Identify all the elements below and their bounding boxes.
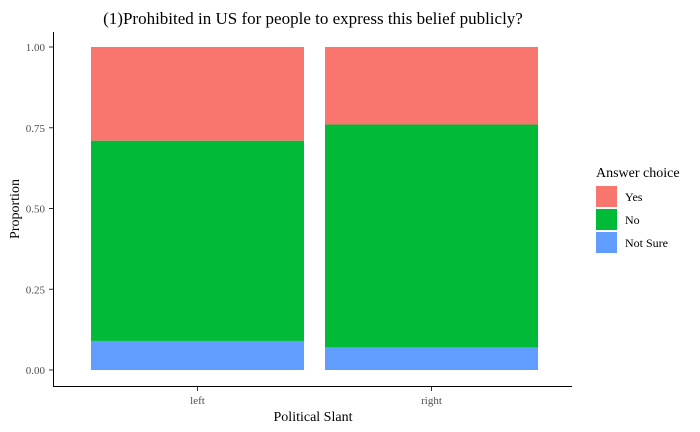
y-axis-label: Proportion	[8, 179, 23, 239]
x-tick-label-left: left	[190, 395, 205, 407]
y-tick-label: 0.25	[26, 284, 46, 296]
y-tick-label: 0.50	[26, 204, 46, 216]
plot-area	[91, 47, 538, 370]
bar-segment-left-not-sure	[91, 340, 304, 370]
bar-segment-right-not-sure	[325, 347, 538, 370]
chart-title: (1)Prohibited in US for people to expres…	[103, 9, 523, 28]
y-axis-ticks: 0.00 0.25 0.50 0.75 1.00	[26, 42, 53, 377]
legend-swatch-no	[596, 209, 617, 230]
legend-title: Answer choice	[596, 166, 680, 181]
x-axis-label: Political Slant	[274, 410, 353, 425]
legend: Answer choice Yes No Not Sure	[596, 166, 680, 253]
y-tick-label: 0.00	[26, 365, 46, 377]
bar-segment-right-no	[325, 124, 538, 348]
legend-label-yes: Yes	[625, 190, 643, 204]
x-axis-ticks: left right	[190, 387, 442, 407]
y-tick-label: 0.75	[26, 123, 46, 135]
bar-segment-left-no	[91, 140, 304, 341]
legend-swatch-not-sure	[596, 232, 617, 253]
bar-segment-left-yes	[91, 47, 304, 141]
legend-label-not-sure: Not Sure	[625, 236, 668, 250]
bar-segment-right-yes	[325, 47, 538, 125]
x-tick-label-right: right	[421, 395, 442, 407]
y-tick-label: 1.00	[26, 42, 46, 54]
legend-swatch-yes	[596, 186, 617, 207]
legend-label-no: No	[625, 213, 640, 227]
